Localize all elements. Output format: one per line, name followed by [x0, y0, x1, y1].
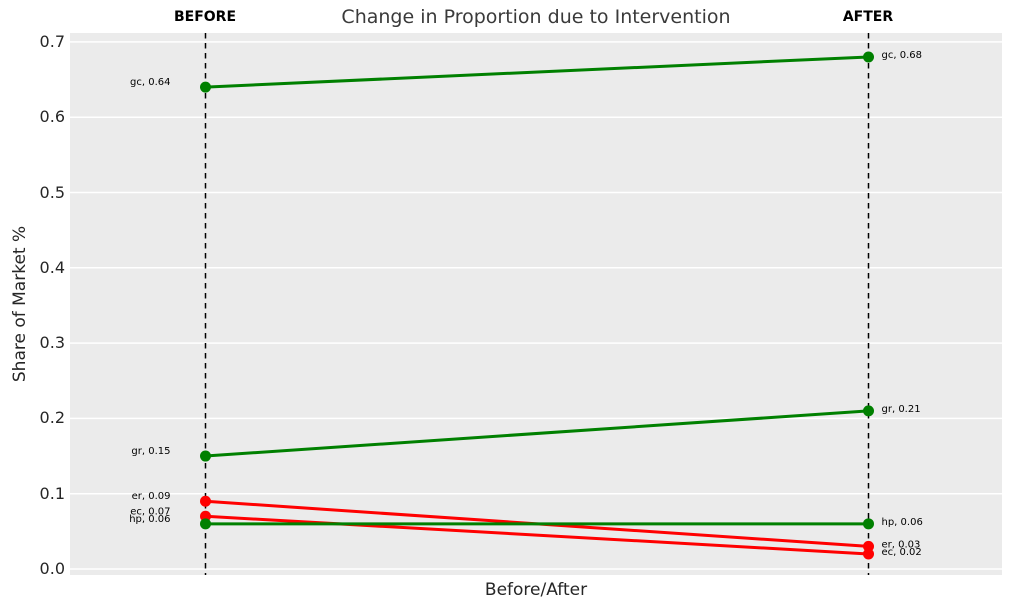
- y-tick-label: 0.3: [39, 333, 65, 353]
- data-point-ec-before: [200, 510, 211, 522]
- y-tick-label: 0.1: [39, 483, 65, 503]
- annotation-er-after: er, 0.03: [882, 539, 921, 550]
- annotation-ec-after: ec, 0.02: [882, 547, 922, 558]
- y-tick-label: 0.4: [39, 257, 65, 277]
- data-point-gr-before: [200, 450, 211, 462]
- before-column-header: BEFORE: [173, 9, 237, 25]
- y-axis-tick-labels: 0.0 0.1 0.2 0.3 0.4 0.5 0.6 0.7: [0, 31, 65, 578]
- data-point-er-after: [863, 540, 874, 552]
- annotation-gr-after: gr, 0.21: [882, 404, 921, 415]
- data-point-gc-before: [200, 81, 211, 93]
- data-point-gr-after: [863, 405, 874, 417]
- annotation-ec-before: ec, 0.07: [130, 506, 170, 517]
- after-column-header: AFTER: [842, 9, 894, 25]
- y-tick-label: 0.6: [39, 107, 65, 127]
- data-point-gc-after: [863, 51, 874, 63]
- slope-chart-canvas: gc, 0.64 gc, 0.68 gr, 0.15 gr, 0.21 er, 0.09…: [70, 33, 1002, 575]
- chart-title: Change in Proportion due to Intervention: [341, 6, 731, 28]
- series-line-gc: [205, 55, 869, 89]
- series-line-gr: [205, 409, 869, 458]
- annotation-gr-before: gr, 0.15: [131, 446, 170, 457]
- annotation-hp-before: hp, 0.06: [129, 514, 170, 525]
- data-point-er-before: [200, 495, 211, 507]
- data-point-ec-after: [863, 548, 874, 560]
- plot-background: [70, 33, 1002, 575]
- y-axis-label: Share of Market %: [10, 225, 30, 383]
- data-point-hp-before: [200, 518, 211, 530]
- y-tick-label: 0.5: [39, 182, 65, 202]
- annotation-er-before: er, 0.09: [132, 491, 171, 502]
- annotation-hp-after: hp, 0.06: [882, 517, 923, 528]
- y-tick-label: 0.2: [39, 408, 65, 428]
- annotation-gc-after: gc, 0.68: [882, 50, 922, 61]
- plot-area: gc, 0.64 gc, 0.68 gr, 0.15 gr, 0.21 er, 0.09…: [70, 33, 1002, 575]
- x-axis-label: Before/After: [484, 580, 588, 600]
- data-point-hp-after: [863, 518, 874, 530]
- y-tick-label: 0.7: [39, 31, 65, 51]
- y-tick-label: 0.0: [39, 559, 65, 578]
- annotation-gc-before: gc, 0.64: [130, 77, 170, 88]
